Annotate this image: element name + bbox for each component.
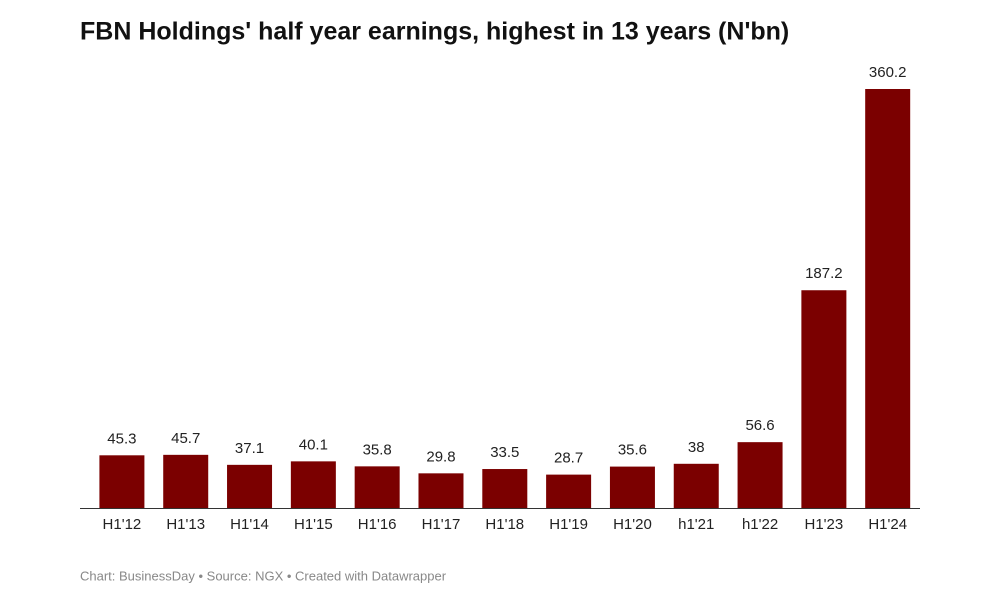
bar (99, 455, 145, 508)
value-label: 187.2 (805, 265, 843, 282)
bar (163, 454, 209, 508)
x-tick-label: H1'19 (549, 516, 588, 533)
x-tick-label: H1'18 (485, 516, 524, 533)
bar (546, 474, 592, 508)
value-label: 360.2 (869, 64, 907, 81)
bar (673, 463, 719, 508)
bar (354, 466, 400, 508)
x-tick-label: H1'20 (613, 516, 652, 533)
value-label: 35.6 (618, 442, 647, 459)
bar (482, 469, 528, 508)
x-tick-label: H1'15 (294, 516, 333, 533)
x-tick-label: H1'17 (422, 516, 461, 533)
bar (227, 464, 273, 508)
value-label: 37.1 (235, 440, 264, 457)
value-label: 45.7 (171, 430, 200, 447)
bar (801, 290, 847, 508)
bar (737, 442, 783, 508)
x-tick-label: H1'12 (103, 516, 142, 533)
x-tick-label: h1'22 (742, 516, 778, 533)
value-label: 45.3 (107, 430, 136, 447)
value-label: 33.5 (490, 444, 519, 461)
bar (609, 466, 655, 508)
value-label: 56.6 (745, 417, 774, 434)
bar (418, 473, 464, 508)
value-label: 35.8 (363, 441, 392, 458)
x-tick-label: H1'24 (868, 516, 907, 533)
value-label: 40.1 (299, 436, 328, 453)
x-tick-label: H1'23 (805, 516, 844, 533)
x-tick-label: H1'16 (358, 516, 397, 533)
value-label: 28.7 (554, 450, 583, 467)
bar (290, 461, 336, 508)
chart-title: FBN Holdings' half year earnings, highes… (80, 18, 789, 46)
x-tick-label: H1'13 (166, 516, 205, 533)
x-tick-label: h1'21 (678, 516, 714, 533)
bar (865, 89, 911, 508)
source-note: Chart: BusinessDay • Source: NGX • Creat… (80, 568, 447, 583)
x-tick-label: H1'14 (230, 516, 269, 533)
value-label: 29.8 (426, 448, 455, 465)
value-label: 38 (688, 439, 705, 456)
